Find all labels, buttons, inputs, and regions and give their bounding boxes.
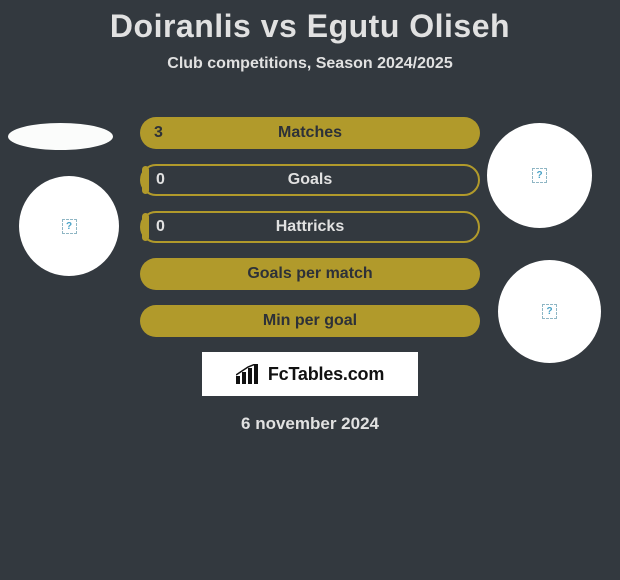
stat-label: Hattricks <box>142 218 478 236</box>
stat-row: 3Matches <box>140 117 480 149</box>
image-placeholder-icon: ? <box>542 304 557 319</box>
page-subtitle: Club competitions, Season 2024/2025 <box>0 55 620 73</box>
brand-box: FcTables.com <box>202 352 418 396</box>
decorative-ellipse <box>8 123 113 150</box>
brand-text: FcTables.com <box>268 364 384 385</box>
stat-row: Min per goal <box>140 305 480 337</box>
player-avatar-left: ? <box>19 176 119 276</box>
stat-label: Matches <box>140 124 480 142</box>
bar-chart-icon <box>236 364 262 384</box>
date-label: 6 november 2024 <box>0 414 620 434</box>
stat-label: Min per goal <box>140 312 480 330</box>
stat-row: 0Goals <box>140 164 480 196</box>
page-title: Doiranlis vs Egutu Oliseh <box>0 0 620 45</box>
player-avatar-bottom-right: ? <box>498 260 601 363</box>
image-placeholder-icon: ? <box>532 168 547 183</box>
stat-label: Goals per match <box>140 265 480 283</box>
stat-row: Goals per match <box>140 258 480 290</box>
player-avatar-top-right: ? <box>487 123 592 228</box>
stat-row: 0Hattricks <box>140 211 480 243</box>
image-placeholder-icon: ? <box>62 219 77 234</box>
stat-label: Goals <box>142 171 478 189</box>
